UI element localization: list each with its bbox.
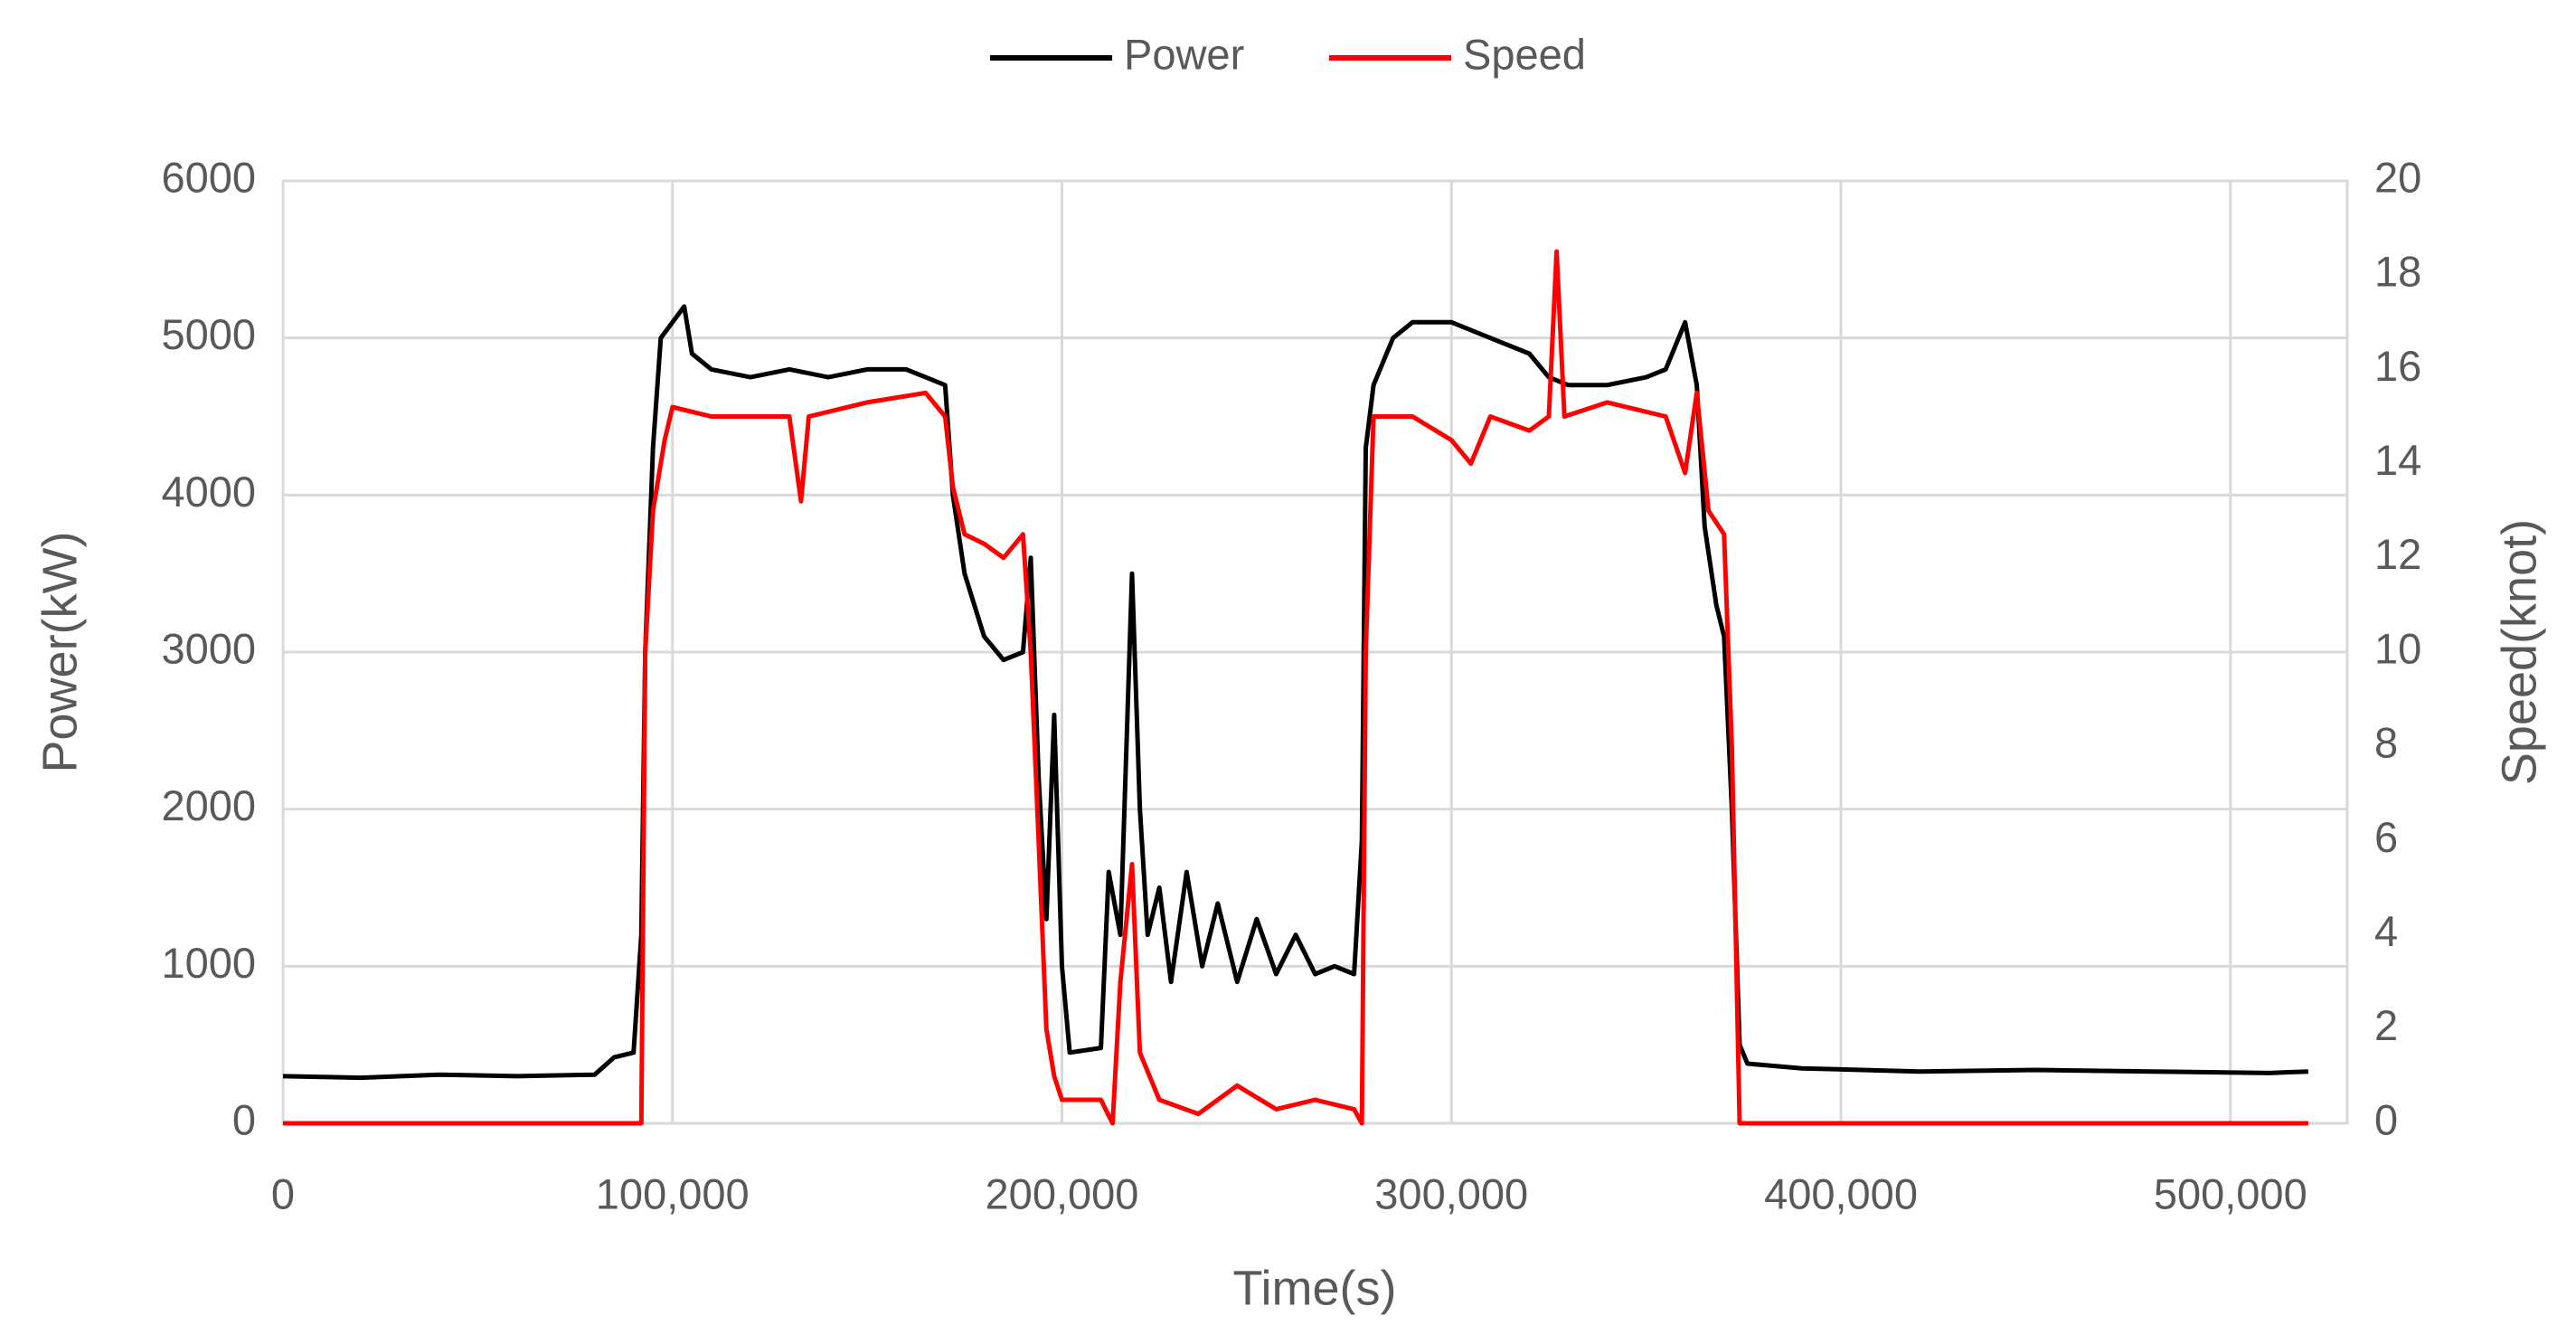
x-axis-title: Time(s) <box>1233 1261 1397 1315</box>
y-tick-label: 5000 <box>161 310 256 358</box>
y-tick-label: 2000 <box>161 781 256 829</box>
y2-axis-title: Speed(knot) <box>2492 519 2546 785</box>
y2-tick-label: 6 <box>2374 813 2398 861</box>
y2-tick-label: 4 <box>2374 907 2398 955</box>
y2-tick-label: 8 <box>2374 719 2398 767</box>
x-tick-label: 400,000 <box>1764 1169 1918 1217</box>
x-tick-label: 300,000 <box>1374 1169 1528 1217</box>
data-line <box>282 304 2308 1081</box>
x-tick-label: 500,000 <box>2154 1169 2307 1217</box>
plot-border <box>281 179 2349 1125</box>
y2-tick-label: 12 <box>2374 530 2421 578</box>
data-line <box>283 249 2308 1126</box>
y-axis-title: Power(kW) <box>33 532 87 773</box>
x-tick-label: 200,000 <box>986 1169 1139 1217</box>
y2-tick-label: 2 <box>2374 1001 2398 1049</box>
y2-tick-label: 10 <box>2374 624 2421 672</box>
y2-tick-label: 14 <box>2374 436 2421 484</box>
x-tick-label: 100,000 <box>596 1169 750 1217</box>
y-tick-label: 6000 <box>161 153 256 201</box>
y-tick-label: 3000 <box>161 624 256 672</box>
y2-tick-label: 16 <box>2374 342 2421 390</box>
y-tick-label: 1000 <box>161 939 256 987</box>
y2-tick-label: 0 <box>2374 1095 2398 1143</box>
y-tick-label: 0 <box>232 1095 256 1143</box>
y2-tick-label: 18 <box>2374 248 2421 296</box>
legend-label: Speed <box>1463 30 1586 78</box>
x-tick-label: 0 <box>271 1169 295 1217</box>
y-tick-label: 4000 <box>161 468 256 516</box>
y2-tick-label: 20 <box>2374 153 2421 201</box>
legend-label: Power <box>1124 30 1244 78</box>
